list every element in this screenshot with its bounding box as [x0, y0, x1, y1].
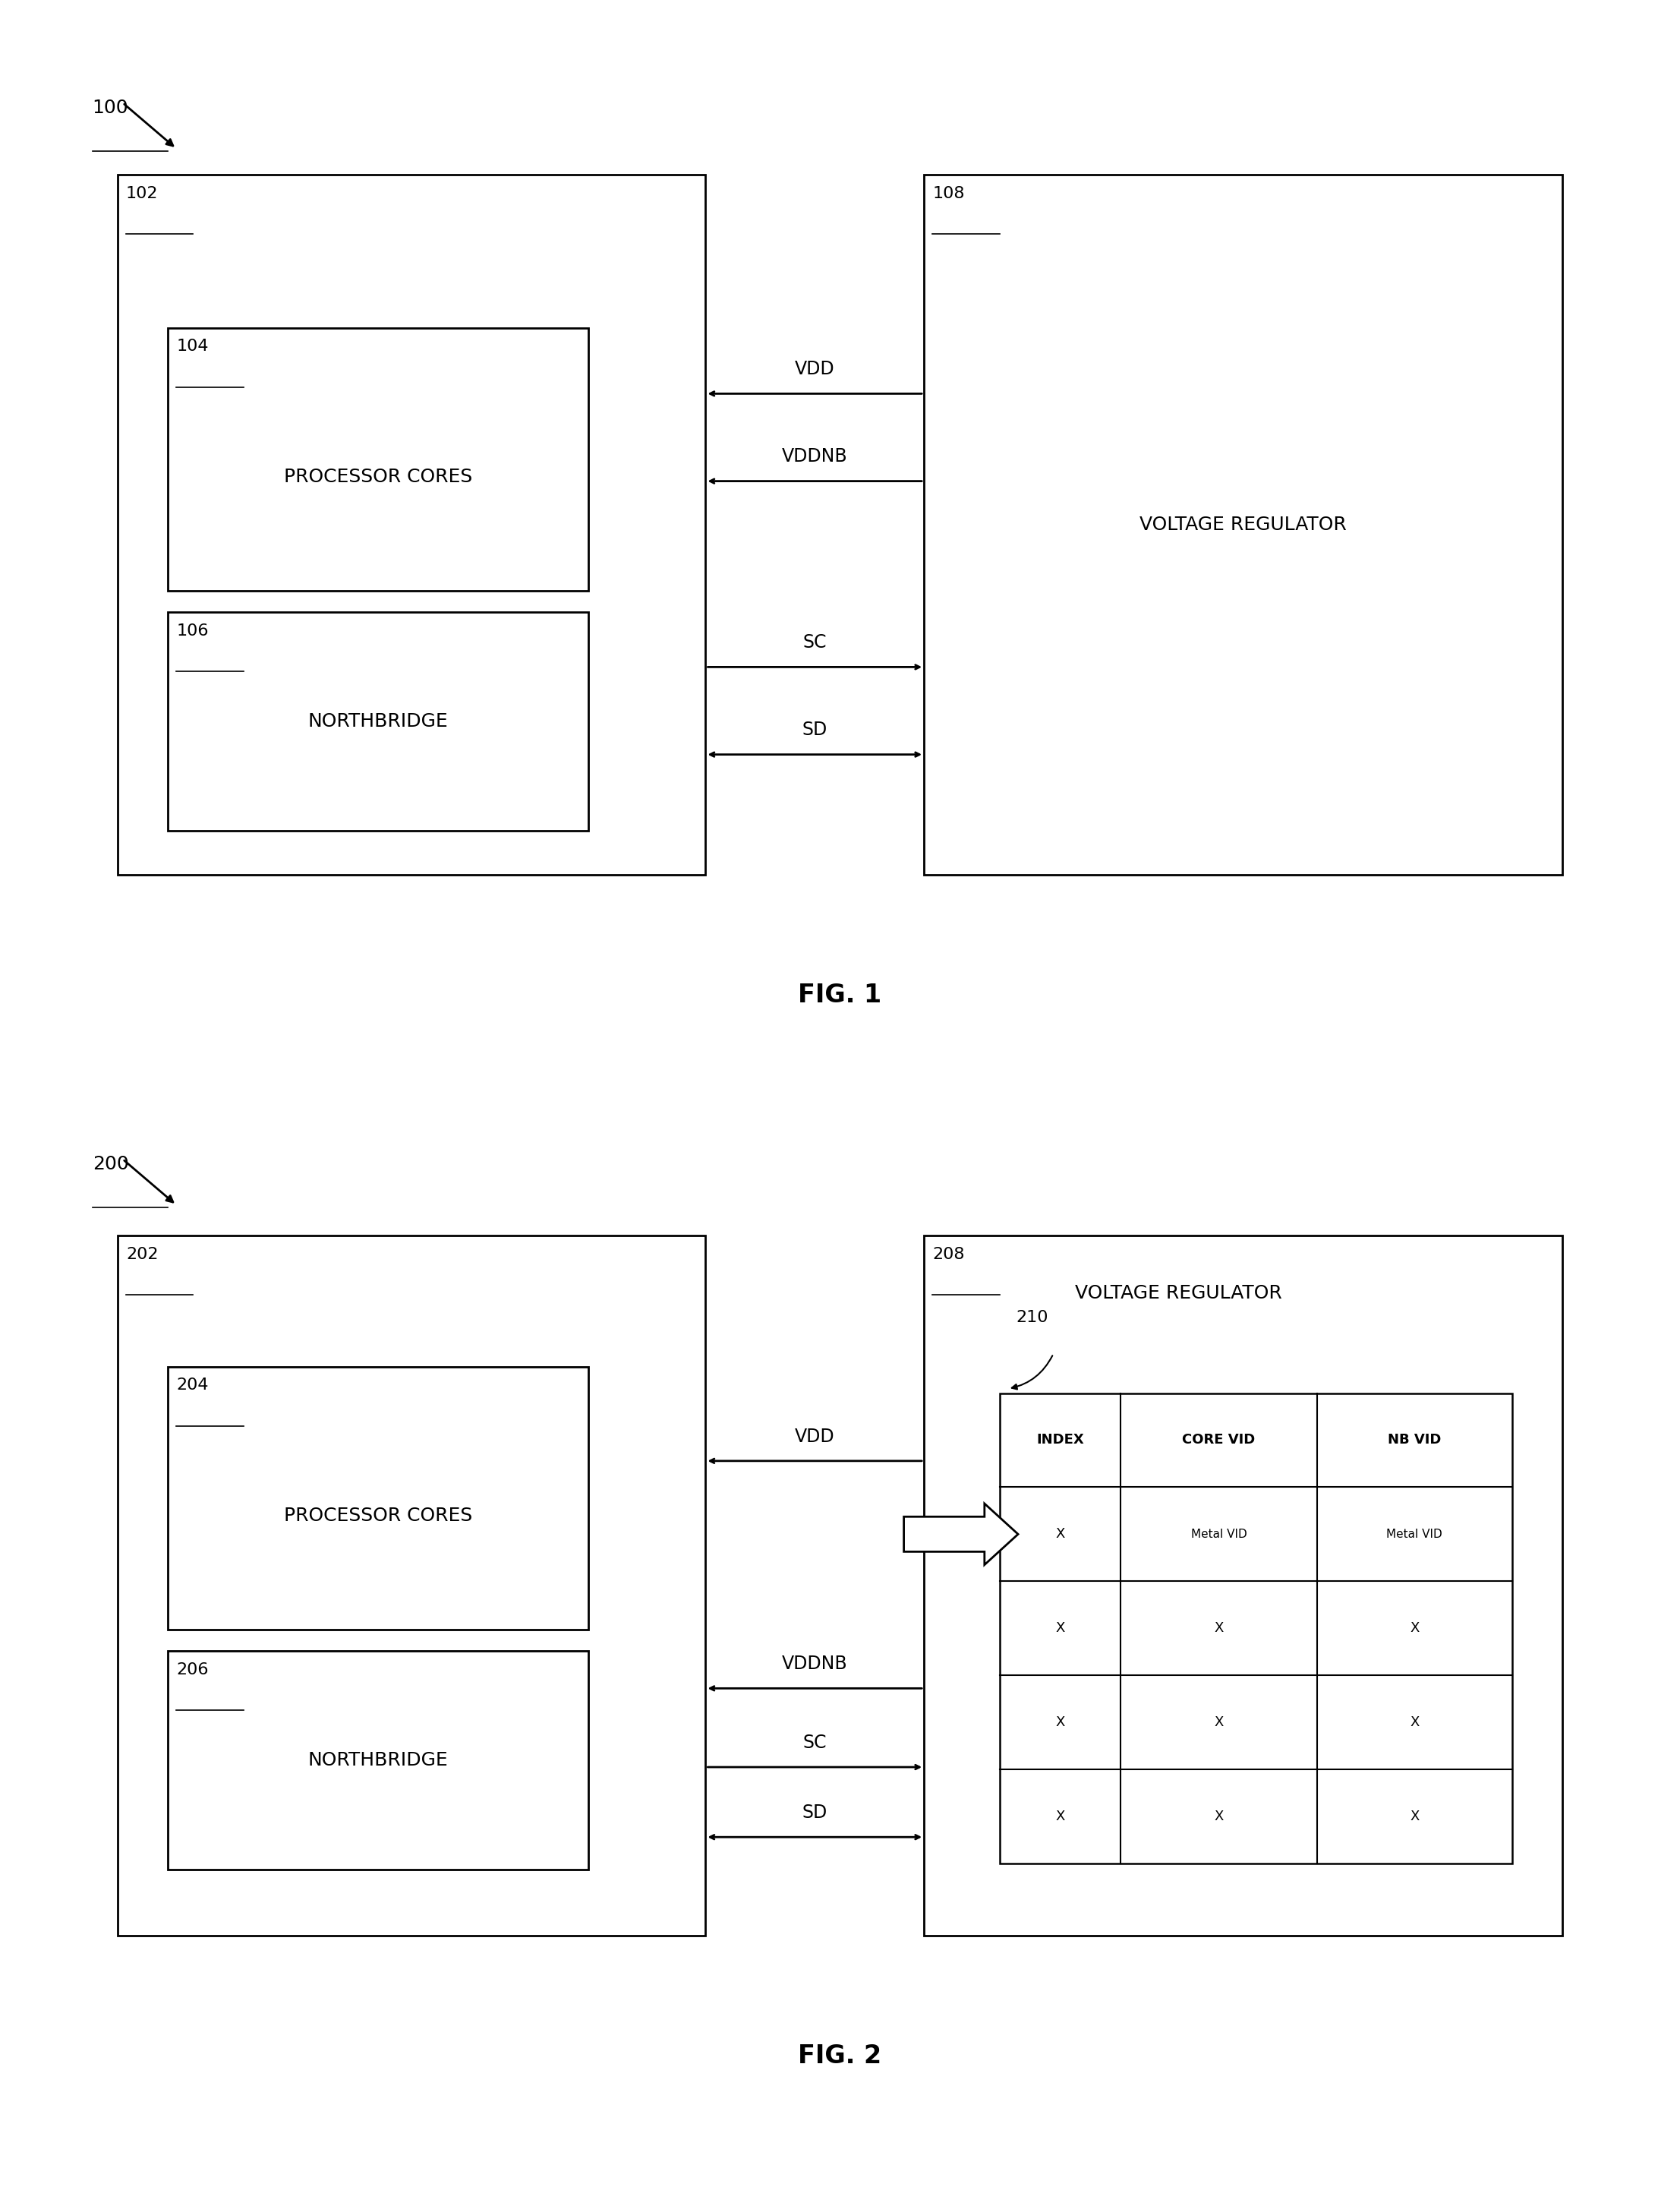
Text: X: X — [1215, 1621, 1223, 1636]
Text: X: X — [1055, 1621, 1065, 1636]
Text: SD: SD — [801, 1804, 828, 1822]
Bar — [118, 175, 706, 875]
Bar — [168, 612, 588, 831]
Bar — [168, 328, 588, 590]
Text: 204: 204 — [176, 1378, 208, 1393]
Text: VDD: VDD — [795, 1428, 835, 1446]
Text: NB VID: NB VID — [1388, 1432, 1441, 1448]
Text: VDDNB: VDDNB — [781, 1656, 848, 1673]
Text: X: X — [1410, 1621, 1420, 1636]
Text: FIG. 2: FIG. 2 — [798, 2043, 882, 2069]
Text: 206: 206 — [176, 1662, 208, 1677]
Text: CORE VID: CORE VID — [1183, 1432, 1255, 1448]
Bar — [118, 1236, 706, 1935]
Text: 210: 210 — [1016, 1310, 1048, 1325]
Text: PROCESSOR CORES: PROCESSOR CORES — [284, 1507, 472, 1524]
Text: X: X — [1215, 1715, 1223, 1730]
Text: Metal VID: Metal VID — [1386, 1529, 1443, 1540]
Text: NORTHBRIDGE: NORTHBRIDGE — [307, 1752, 449, 1769]
Text: VDD: VDD — [795, 361, 835, 378]
Text: 108: 108 — [932, 186, 964, 201]
Text: X: X — [1055, 1809, 1065, 1824]
Text: PROCESSOR CORES: PROCESSOR CORES — [284, 468, 472, 486]
Bar — [168, 1367, 588, 1629]
Text: 200: 200 — [92, 1155, 129, 1172]
Text: SD: SD — [801, 722, 828, 739]
Text: VOLTAGE REGULATOR: VOLTAGE REGULATOR — [1075, 1284, 1282, 1301]
FancyArrow shape — [904, 1505, 1018, 1566]
Text: SC: SC — [803, 634, 827, 652]
Text: INDEX: INDEX — [1037, 1432, 1084, 1448]
Text: FIG. 1: FIG. 1 — [798, 982, 882, 1008]
Text: X: X — [1215, 1809, 1223, 1824]
Text: X: X — [1410, 1809, 1420, 1824]
Bar — [168, 1651, 588, 1870]
Text: X: X — [1055, 1715, 1065, 1730]
Text: 208: 208 — [932, 1247, 964, 1262]
Bar — [1000, 1393, 1512, 1863]
Text: 104: 104 — [176, 339, 208, 354]
Text: VOLTAGE REGULATOR: VOLTAGE REGULATOR — [1139, 516, 1347, 534]
Text: X: X — [1410, 1715, 1420, 1730]
FancyArrowPatch shape — [1011, 1356, 1052, 1389]
Text: NORTHBRIDGE: NORTHBRIDGE — [307, 713, 449, 730]
Text: VDDNB: VDDNB — [781, 448, 848, 466]
Text: 102: 102 — [126, 186, 158, 201]
Text: 106: 106 — [176, 623, 208, 639]
Text: X: X — [1055, 1527, 1065, 1542]
Text: SC: SC — [803, 1734, 827, 1752]
Text: Metal VID: Metal VID — [1191, 1529, 1247, 1540]
Text: 100: 100 — [92, 98, 129, 116]
Bar — [924, 1236, 1562, 1935]
Bar — [924, 175, 1562, 875]
Text: 202: 202 — [126, 1247, 158, 1262]
